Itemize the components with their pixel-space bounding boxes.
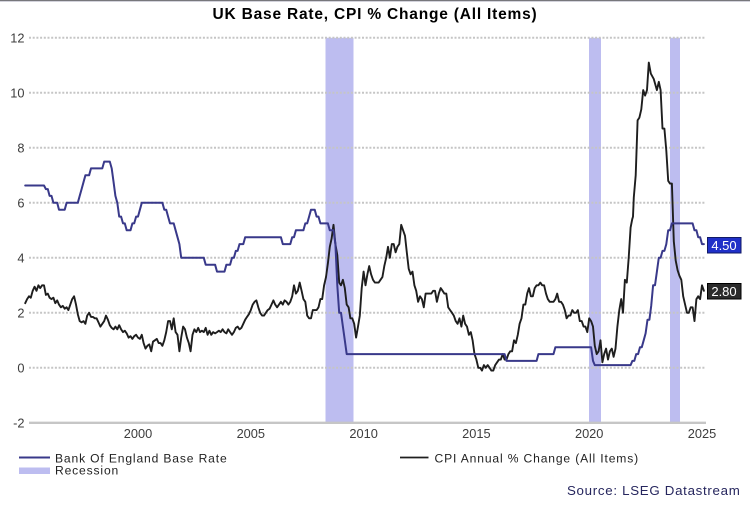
svg-text:2000: 2000 bbox=[124, 426, 152, 441]
svg-text:6: 6 bbox=[17, 195, 24, 210]
svg-text:4.50: 4.50 bbox=[711, 238, 736, 253]
svg-text:2020: 2020 bbox=[575, 426, 603, 441]
svg-text:2010: 2010 bbox=[349, 426, 377, 441]
svg-text:2005: 2005 bbox=[237, 426, 265, 441]
svg-text:2: 2 bbox=[17, 305, 24, 320]
svg-text:2015: 2015 bbox=[462, 426, 490, 441]
svg-text:Bank Of England Base Rate: Bank Of England Base Rate bbox=[55, 451, 228, 465]
svg-text:CPI Annual % Change (All Items: CPI Annual % Change (All Items) bbox=[435, 451, 639, 465]
svg-text:-2: -2 bbox=[13, 415, 24, 430]
svg-text:Recession: Recession bbox=[55, 464, 119, 478]
svg-text:8: 8 bbox=[17, 140, 24, 155]
svg-text:2025: 2025 bbox=[688, 426, 716, 441]
svg-text:UK Base Rate, CPI % Change (Al: UK Base Rate, CPI % Change (All Items) bbox=[213, 6, 538, 23]
svg-text:0: 0 bbox=[17, 360, 24, 375]
svg-text:Source: LSEG Datastream: Source: LSEG Datastream bbox=[567, 483, 741, 498]
svg-text:10: 10 bbox=[10, 85, 24, 100]
svg-text:2.80: 2.80 bbox=[711, 284, 736, 299]
svg-text:12: 12 bbox=[10, 30, 24, 45]
svg-text:4: 4 bbox=[17, 250, 24, 265]
